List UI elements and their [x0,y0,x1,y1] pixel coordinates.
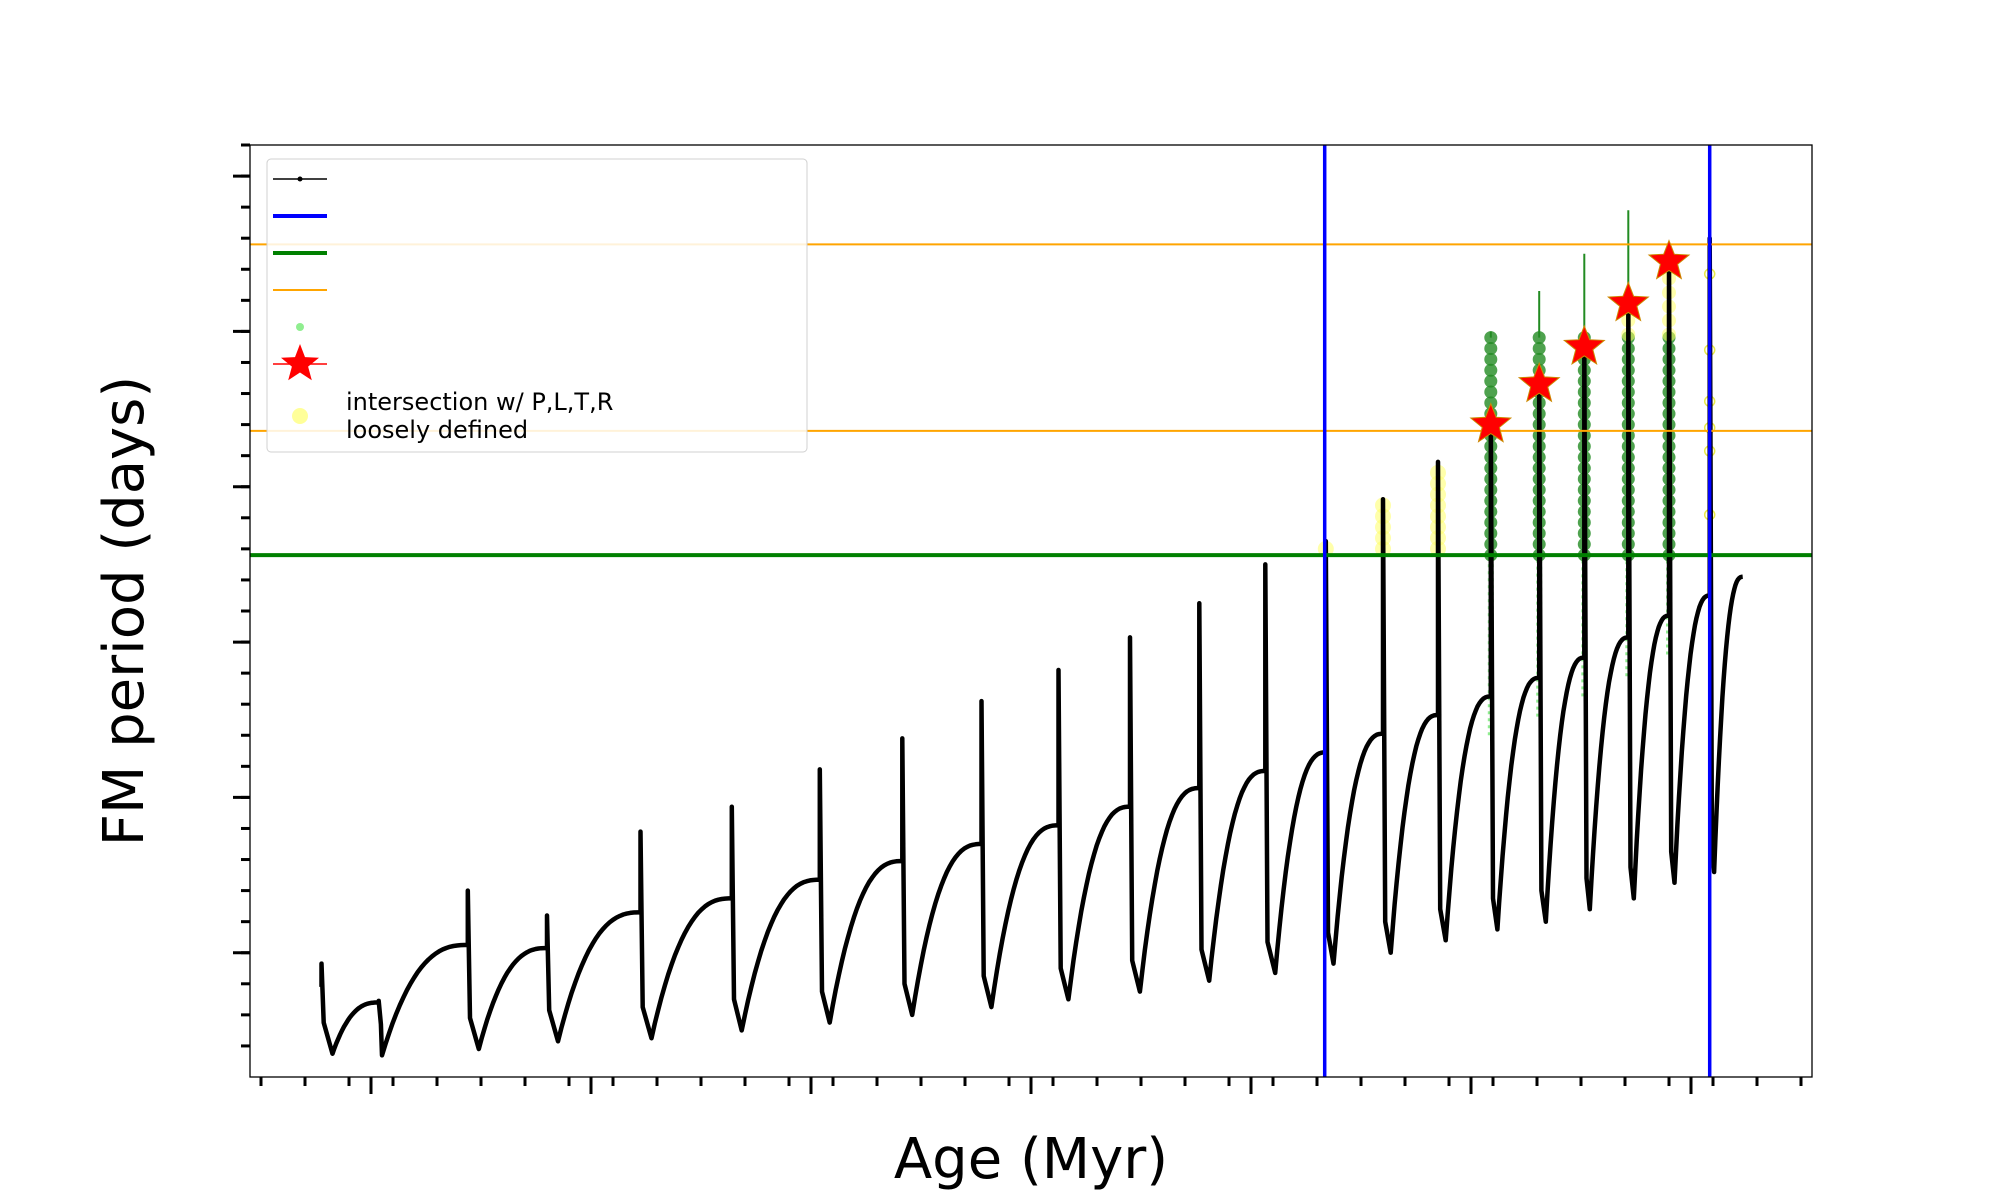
axes [233,143,1803,1094]
legend-label: intersection w/ P,L,T,R loosely defined [346,388,613,444]
y-axis-label: FM period (days) [92,376,157,846]
legend-handle-marker [297,176,303,182]
pulse-fit-point [1532,352,1546,366]
pulse-star-n15 [1517,361,1561,403]
plot-area [250,145,1812,1077]
legend-box [266,158,808,453]
pulse-star-n17 [1606,281,1650,322]
pulse-star-n14 [1469,402,1513,443]
pulse-fit-point [1484,374,1498,388]
legend-label-line: intersection w/ P,L,T,R [346,388,613,416]
legend-label-line: loosely defined [346,416,528,444]
legend-handle-star [281,344,319,381]
pulse-fit-point [1484,341,1498,355]
pulse-star-n18 [1647,239,1691,280]
legend-handle-dot [296,323,304,331]
pulse-star-n16 [1562,324,1606,366]
pulse-fit-point [1484,385,1498,399]
pulse-fit-point [1484,352,1498,366]
pulse-fit-point [1532,341,1546,355]
series-line [319,235,1744,1058]
legend-handle-dot [292,408,308,424]
plot-content [250,145,1812,1077]
legend: intersection w/ P,L,T,R loosely defined [266,158,808,453]
x-axis-label: Age (Myr) [894,1127,1168,1192]
pulse-fit-point [1484,363,1498,377]
